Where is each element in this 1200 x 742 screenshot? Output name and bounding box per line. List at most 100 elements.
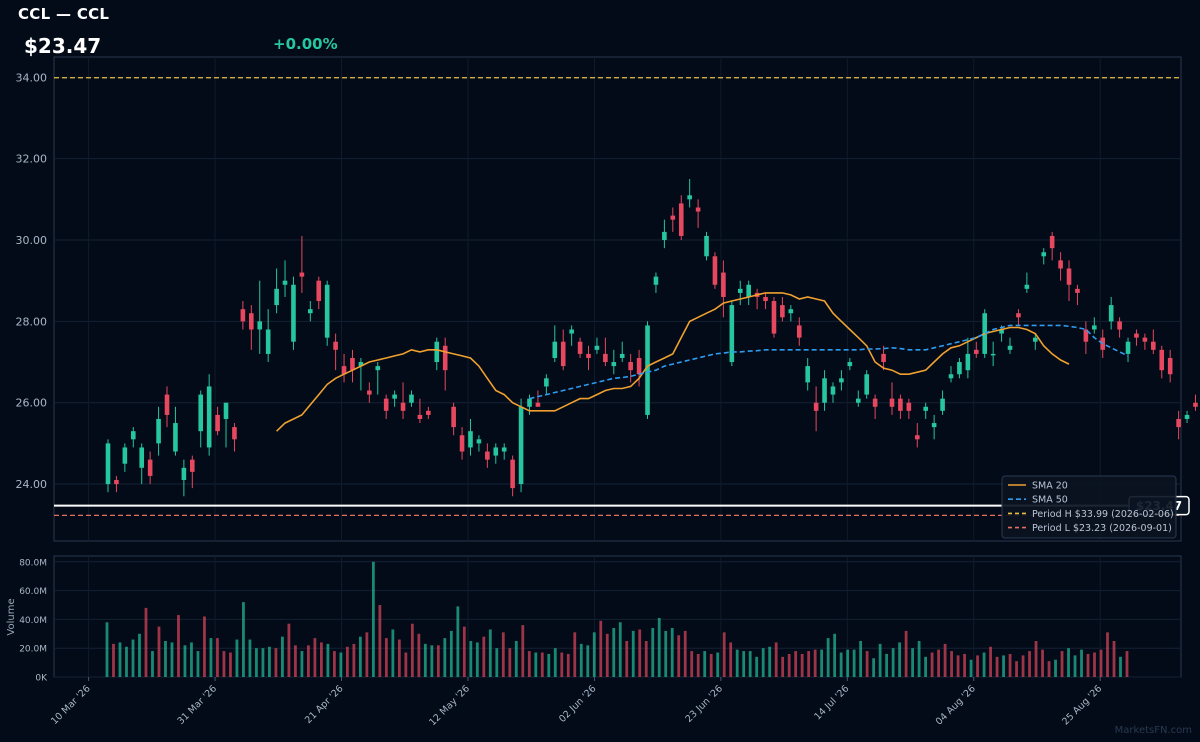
- volume-bar: [138, 633, 141, 677]
- candle-body: [957, 362, 962, 375]
- volume-grid: [54, 556, 1181, 678]
- candle-body: [687, 195, 692, 200]
- volume-bar: [1021, 655, 1025, 677]
- candle: [1108, 296, 1114, 330]
- candle: [1142, 333, 1148, 350]
- volume-bar: [307, 645, 310, 677]
- candle-body: [409, 394, 414, 403]
- volume-bar: [261, 648, 265, 677]
- candle-body: [518, 406, 524, 485]
- candles: [105, 179, 1198, 497]
- candle-body: [308, 309, 313, 314]
- volume-bar: [371, 561, 375, 677]
- volume-bar: [521, 625, 525, 677]
- candle-body: [1184, 414, 1190, 419]
- volume-bar: [287, 623, 291, 677]
- candle-body: [257, 321, 263, 330]
- candle: [653, 272, 659, 293]
- candle: [569, 325, 574, 346]
- candle: [156, 406, 161, 456]
- volume-bar: [151, 651, 154, 677]
- candle-body: [830, 386, 836, 395]
- candle-body: [1058, 260, 1063, 269]
- volume-bar: [976, 655, 979, 677]
- candle: [662, 219, 667, 249]
- volume-bar: [774, 642, 778, 677]
- volume-bar: [1002, 655, 1005, 677]
- candle: [611, 349, 617, 375]
- volume-bar: [1080, 649, 1083, 677]
- candle: [1041, 248, 1047, 265]
- volume-bar: [339, 652, 343, 677]
- candle-body: [603, 353, 608, 363]
- volume-bar: [677, 635, 681, 677]
- volume-bar: [547, 653, 551, 677]
- candle: [619, 341, 625, 363]
- candle-body: [485, 451, 490, 460]
- candle-body: [999, 329, 1004, 334]
- candle-body: [1159, 349, 1165, 371]
- candle-body: [898, 398, 903, 411]
- volume-bar: [1041, 649, 1044, 677]
- candle: [763, 292, 768, 310]
- candle-body: [813, 402, 819, 411]
- candle-body: [181, 467, 187, 480]
- volume-bar: [982, 652, 986, 677]
- candle-body: [400, 402, 406, 411]
- volume-tick-label: 40.0M: [19, 616, 47, 626]
- volume-bar: [125, 646, 128, 677]
- volume-bar: [436, 645, 440, 677]
- candle: [122, 443, 128, 472]
- candle: [190, 455, 195, 489]
- volume-bar: [761, 648, 765, 677]
- candle: [164, 386, 170, 428]
- volume-bar: [638, 629, 642, 677]
- volume-bar: [1093, 652, 1096, 677]
- candle-body: [1007, 345, 1013, 350]
- candle-body: [1167, 357, 1173, 375]
- candle-body: [316, 280, 322, 302]
- candle-body: [147, 459, 153, 476]
- volume-bar: [573, 632, 577, 677]
- candle: [1083, 321, 1089, 354]
- candle-body: [847, 362, 853, 367]
- volume-bar: [716, 652, 720, 677]
- candle: [147, 451, 153, 485]
- candle: [729, 301, 735, 367]
- candle-body: [906, 402, 912, 411]
- price-panel: [53, 56, 1182, 542]
- candle-body: [383, 398, 389, 411]
- volume-bar: [1034, 640, 1038, 677]
- candle-body: [948, 374, 954, 379]
- candle-body: [350, 357, 355, 371]
- candle: [695, 199, 701, 228]
- volume-bar: [885, 653, 889, 677]
- candle-body: [223, 402, 229, 419]
- candle-body: [535, 402, 541, 407]
- candle: [274, 268, 279, 314]
- candle: [914, 423, 920, 448]
- volume-bar: [294, 645, 297, 677]
- volume-bar: [651, 628, 655, 677]
- volume-bar: [943, 643, 947, 677]
- candle-body: [1134, 333, 1139, 338]
- candle-body: [1033, 337, 1038, 342]
- volume-bar: [384, 638, 388, 677]
- volume-bar: [170, 642, 174, 677]
- candle: [796, 317, 802, 346]
- legend-label: SMA 50: [1032, 495, 1068, 506]
- candle: [577, 337, 583, 358]
- candle-body: [560, 341, 566, 367]
- candle-body: [805, 366, 810, 383]
- volume-bar: [456, 606, 460, 677]
- candle: [898, 394, 903, 419]
- x-tick-label: 04 Aug '26: [934, 683, 978, 727]
- candle: [678, 195, 684, 241]
- candle: [645, 321, 650, 419]
- volume-y-axis: 0K 20.0M 40.0M 60.0M 80.0M: [19, 558, 48, 683]
- candle: [957, 357, 962, 379]
- volume-bar: [281, 636, 284, 677]
- volume-bar: [859, 640, 863, 677]
- volume-bar: [248, 639, 252, 677]
